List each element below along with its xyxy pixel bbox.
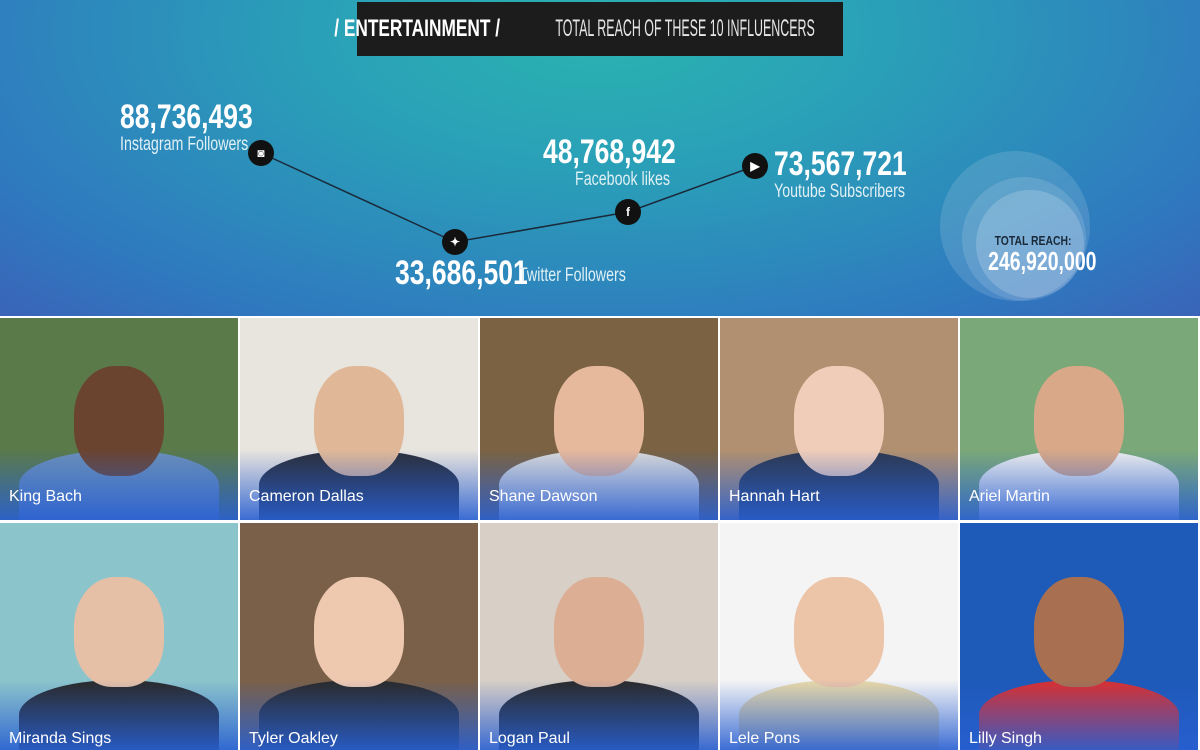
total-reach: TOTAL REACH: 246,920,000: [970, 232, 1096, 277]
influencer-name: Miranda Sings: [9, 730, 112, 747]
influencer-name: Hannah Hart: [729, 488, 820, 505]
influencer-card[interactable]: Tyler Oakley: [240, 523, 478, 750]
influencer-name: Lele Pons: [729, 730, 801, 747]
facebook-label: Facebook likes: [575, 169, 671, 190]
influencer-name: Lilly Singh: [969, 730, 1042, 747]
reach-line: [260, 152, 756, 243]
twitter-stat: 33,686,501 Twitter Followers: [395, 254, 626, 293]
twitter-label: Twitter Followers: [519, 265, 626, 286]
influencer-card[interactable]: Cameron Dallas: [240, 318, 478, 520]
subtitle-label: TOTAL REACH OF THESE 10 INFLUENCERS: [555, 15, 816, 42]
influencer-card[interactable]: King Bach: [0, 318, 238, 520]
facebook-value: 48,768,942: [543, 133, 676, 171]
influencer-name: King Bach: [9, 488, 82, 505]
influencer-card[interactable]: Ariel Martin: [960, 318, 1198, 520]
instagram-value: 88,736,493: [120, 98, 253, 136]
reach-circle: [962, 177, 1086, 301]
instagram-icon: ◙: [248, 140, 274, 166]
instagram-label: Instagram Followers: [120, 134, 249, 155]
category-label: / ENTERTAINMENT /: [334, 15, 501, 42]
influencer-grid: King Bach Cameron Dallas Shane Dawson Ha…: [0, 318, 1200, 750]
youtube-stat: 73,567,721 Youtube Subscribers: [774, 145, 949, 203]
reach-circle: [976, 190, 1084, 298]
influencer-card[interactable]: Hannah Hart: [720, 318, 958, 520]
youtube-value: 73,567,721: [774, 145, 907, 183]
influencer-name: Shane Dawson: [489, 488, 598, 505]
total-reach-value: 246,920,000: [988, 246, 1097, 276]
influencer-name: Cameron Dallas: [249, 488, 364, 505]
page-title: / ENTERTAINMENT / TOTAL REACH OF THESE 1…: [335, 2, 843, 56]
facebook-stat: 48,768,942 Facebook likes: [543, 133, 713, 191]
total-reach-label: TOTAL REACH:: [994, 233, 1072, 248]
influencer-card[interactable]: Miranda Sings: [0, 523, 238, 750]
youtube-icon: ▶: [742, 153, 768, 179]
influencer-card[interactable]: Shane Dawson: [480, 318, 718, 520]
influencer-card[interactable]: Logan Paul: [480, 523, 718, 750]
influencer-name: Logan Paul: [489, 730, 570, 747]
twitter-icon: ✦: [442, 229, 468, 255]
influencer-card[interactable]: Lele Pons: [720, 523, 958, 750]
hero-banner: / ENTERTAINMENT / TOTAL REACH OF THESE 1…: [0, 0, 1200, 316]
facebook-icon: f: [615, 199, 641, 225]
twitter-value: 33,686,501: [395, 254, 528, 292]
influencer-card[interactable]: Lilly Singh: [960, 523, 1198, 750]
youtube-label: Youtube Subscribers: [774, 181, 905, 202]
instagram-stat: 88,736,493 Instagram Followers: [120, 98, 291, 156]
influencer-name: Tyler Oakley: [249, 730, 338, 747]
influencer-name: Ariel Martin: [969, 488, 1050, 505]
reach-circle: [940, 151, 1090, 301]
